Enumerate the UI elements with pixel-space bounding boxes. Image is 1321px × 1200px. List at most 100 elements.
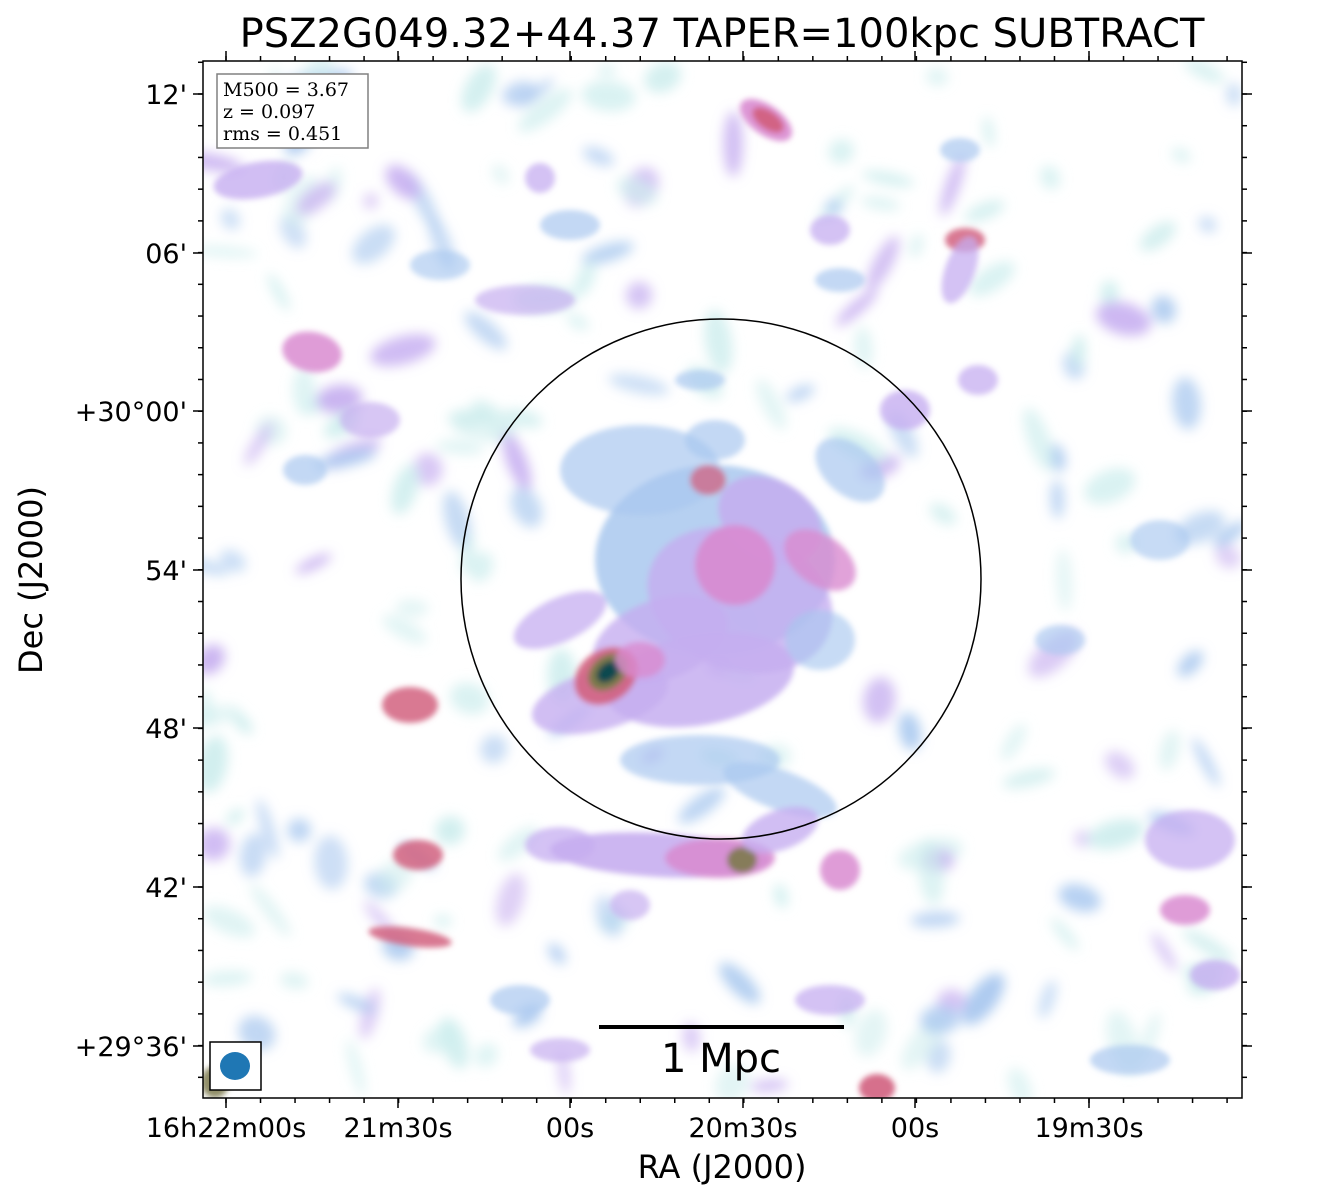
x-axis-label: RA (J2000) (638, 1148, 807, 1186)
noise-blob (292, 367, 316, 416)
noise-blob (1007, 1067, 1033, 1098)
noise-blob (910, 911, 960, 928)
noise-blob (749, 1079, 789, 1092)
noise-blob (1182, 929, 1235, 963)
noise-blob (854, 1009, 888, 1057)
emission-blob (958, 365, 998, 395)
noise-blob (1213, 521, 1242, 548)
noise-blob (491, 164, 510, 185)
noise-blob (1177, 650, 1204, 677)
noise-blob (370, 334, 436, 367)
emission-blob (368, 926, 452, 948)
noise-blob (625, 281, 653, 309)
chart-title: PSZ2G049.32+44.37 TAPER=100kpc SUBTRACT (240, 11, 1205, 57)
noise-blob (1215, 544, 1241, 569)
noise-blob (346, 1039, 366, 1097)
noise-blob (964, 200, 1005, 223)
info-line-rms: rms = 0.451 (223, 123, 342, 145)
noise-blob (220, 208, 241, 230)
noise-blob (422, 1025, 459, 1053)
noise-blob (835, 289, 878, 327)
noise-blob (239, 833, 267, 878)
noise-blob (472, 399, 516, 439)
noise-blob (1039, 165, 1061, 190)
noise-blob (474, 1043, 498, 1068)
emission-blob (513, 590, 607, 650)
noise-blob (597, 64, 616, 76)
y-axis-label: Dec (J2000) (12, 486, 50, 674)
noise-blob (295, 553, 332, 574)
noise-blob (518, 88, 573, 132)
noise-blob (929, 503, 957, 526)
emission-blob (1035, 625, 1085, 655)
emission-blob (1190, 960, 1240, 990)
noise-blob (203, 557, 229, 576)
emission-blob (615, 642, 665, 678)
noise-blob (940, 155, 965, 216)
noise-blob (433, 914, 452, 928)
y-tick-label: 42' (145, 873, 187, 904)
emission-blob (530, 1038, 590, 1062)
noise-blob (391, 464, 420, 515)
y-tick-label: +30°00' (75, 397, 187, 428)
noise-blob (502, 433, 532, 491)
noise-blob (314, 835, 348, 890)
info-box-frame (216, 73, 369, 149)
emission-blob (690, 465, 726, 495)
emission-blob (941, 236, 979, 304)
emission-blob (859, 1074, 895, 1098)
noise-blob (1074, 830, 1092, 848)
noise-blob (1002, 768, 1056, 789)
noise-blob (581, 80, 636, 112)
info-line-mass: M500 = 3.67 (223, 79, 349, 101)
emission-blob (560, 425, 720, 515)
noise-blob (296, 181, 336, 216)
noise-blob (460, 532, 475, 574)
noise-blob (382, 615, 427, 644)
noise-blob (203, 705, 241, 728)
noise-blob (363, 192, 379, 210)
emission-blob (213, 160, 303, 200)
noise-blob (352, 224, 395, 264)
y-tick-label: 12' (145, 80, 187, 111)
noise-blob (1056, 548, 1073, 612)
noise-blob (918, 838, 945, 906)
noise-blob (581, 241, 634, 265)
y-tick-label: 54' (145, 556, 187, 587)
noise-blob (518, 78, 554, 108)
noise-blob (250, 883, 291, 937)
noise-blob (862, 170, 915, 187)
noise-blob (256, 798, 279, 860)
noise-blob (723, 111, 744, 177)
noise-blob (385, 164, 421, 200)
noise-blob (1172, 377, 1201, 430)
noise-blob (395, 599, 429, 617)
emission-blob (490, 985, 550, 1015)
noise-blob (1198, 216, 1217, 233)
noise-blob (1159, 730, 1180, 771)
x-tick-label: 16h22m00s (146, 1113, 307, 1144)
noise-blob (969, 261, 1015, 297)
emission-sources (203, 98, 1240, 1098)
noise-blob (1023, 407, 1055, 472)
emission-blob (940, 138, 980, 162)
info-box: M500 = 3.67 z = 0.097 rms = 0.451 (216, 73, 369, 149)
noise-blob (219, 549, 246, 573)
noise-blob (452, 425, 513, 444)
noise-blob (435, 816, 465, 845)
emission-blob (1145, 810, 1235, 870)
scale-bar-label: 1 Mpc (661, 1036, 781, 1082)
noise-blob (449, 682, 489, 715)
emission-blob (1090, 1045, 1170, 1075)
emission-blob (820, 850, 860, 890)
noise-blob (1192, 737, 1220, 787)
emission-blob (727, 847, 757, 873)
y-tick-label: 48' (145, 714, 187, 745)
noise-blob (447, 408, 494, 428)
noise-blob (203, 905, 256, 938)
noise-blob (682, 1022, 701, 1053)
emission-blob (282, 331, 342, 373)
noise-blob (464, 311, 508, 350)
emission-blob (340, 402, 400, 438)
